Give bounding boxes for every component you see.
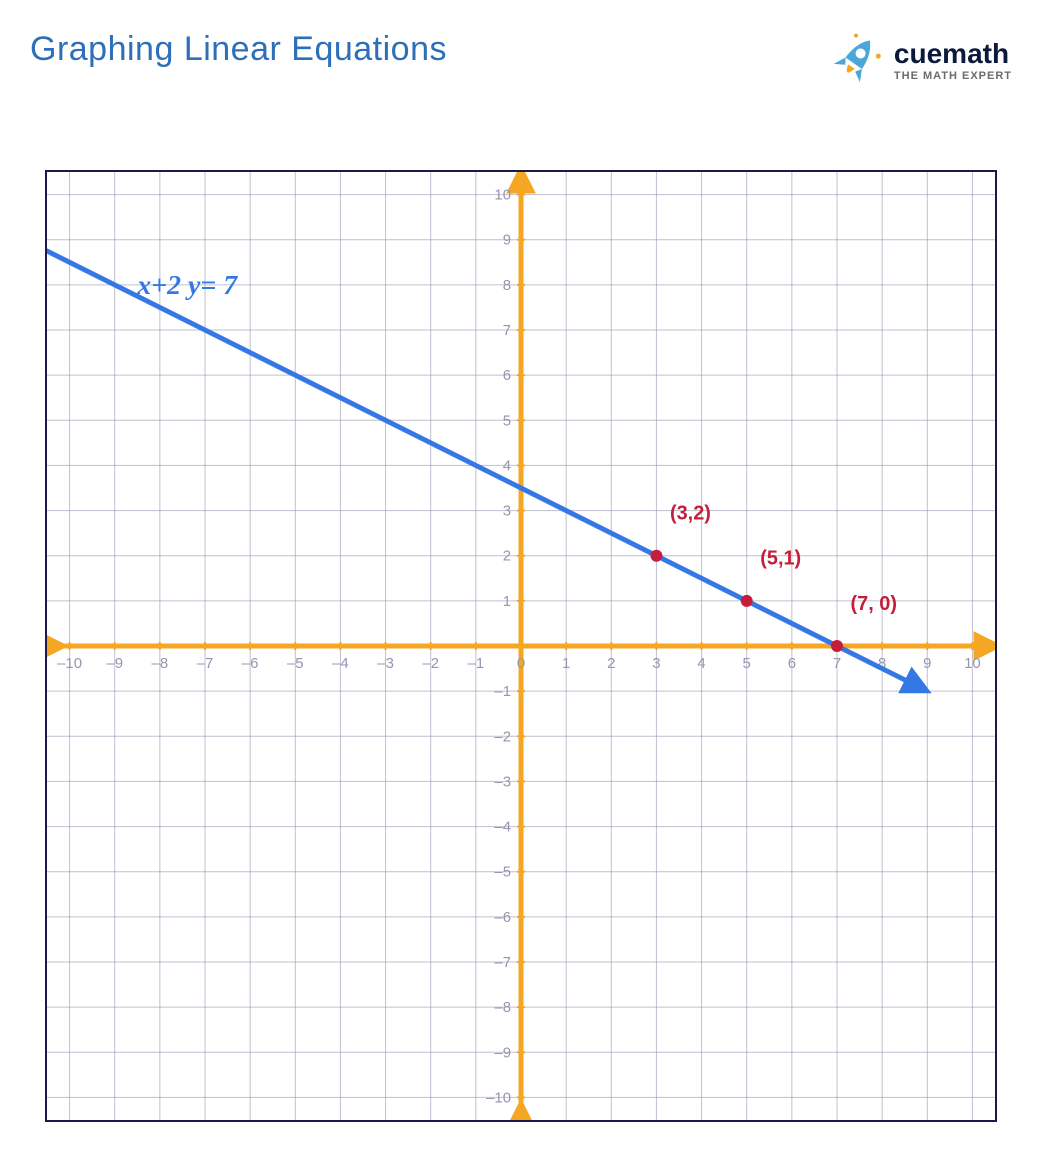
points: (3,2) (5,1) (7, 0)	[650, 503, 897, 652]
x-tick-label: 5	[743, 655, 751, 672]
rocket-icon	[826, 30, 886, 90]
logo-text: cuemath THE MATH EXPERT	[894, 38, 1012, 82]
y-tick-label: 10	[494, 187, 511, 204]
x-tick-label: –9	[106, 655, 123, 672]
x-tick-label: –4	[332, 655, 349, 672]
y-tick-label: –1	[494, 683, 511, 700]
y-tick-label: 2	[503, 548, 511, 565]
equation-label: x+2 y= 7	[136, 270, 238, 301]
y-tick-label: –10	[486, 1089, 511, 1106]
x-tick-label: 2	[607, 655, 615, 672]
x-tick-label: 3	[652, 655, 660, 672]
point-label: (5,1)	[760, 548, 801, 570]
x-tick-label: –5	[287, 655, 304, 672]
y-tick-label: 1	[503, 593, 511, 610]
y-tick-label: –3	[494, 773, 511, 790]
x-tick-label: 4	[697, 655, 705, 672]
y-tick-label: –9	[494, 1044, 511, 1061]
y-tick-label: 8	[503, 277, 511, 294]
x-tick-label: 6	[788, 655, 796, 672]
chart: –10–9–8–7–6–5–4–3–2–1012345678910–10–9–8…	[45, 170, 997, 1122]
chart-svg: –10–9–8–7–6–5–4–3–2–1012345678910–10–9–8…	[47, 172, 995, 1120]
x-tick-label: –10	[57, 655, 82, 672]
y-tick-label: 7	[503, 322, 511, 339]
point-label: (3,2)	[670, 503, 711, 525]
y-tick-label: 4	[503, 457, 511, 474]
page-title: Graphing Linear Equations	[30, 30, 447, 69]
data-point	[650, 550, 662, 562]
y-tick-label: –5	[494, 864, 511, 881]
y-tick-label: –2	[494, 728, 511, 745]
logo-brand: cuemath	[894, 38, 1012, 70]
x-tick-label: 7	[833, 655, 841, 672]
y-tick-label: 5	[503, 412, 511, 429]
y-tick-label: –6	[494, 909, 511, 926]
y-tick-label: –7	[494, 954, 511, 971]
data-point	[741, 595, 753, 607]
x-tick-label: –8	[152, 655, 169, 672]
x-tick-label: –2	[422, 655, 439, 672]
x-tick-label: –3	[377, 655, 394, 672]
y-tick-label: 6	[503, 367, 511, 384]
x-tick-label: 0	[517, 655, 525, 672]
y-tick-label: –4	[494, 819, 511, 836]
x-tick-label: –7	[197, 655, 214, 672]
y-tick-label: 3	[503, 503, 511, 520]
y-tick-label: 9	[503, 232, 511, 249]
y-tick-label: –8	[494, 999, 511, 1016]
x-tick-label: 10	[964, 655, 981, 672]
x-tick-label: 9	[923, 655, 931, 672]
x-tick-label: –6	[242, 655, 259, 672]
x-tick-label: 1	[562, 655, 570, 672]
point-label: (7, 0)	[851, 593, 897, 615]
brand-logo: cuemath THE MATH EXPERT	[826, 30, 1012, 90]
data-point	[831, 640, 843, 652]
x-tick-label: –1	[468, 655, 485, 672]
header: Graphing Linear Equations cuemath THE MA…	[30, 30, 1012, 90]
logo-tagline: THE MATH EXPERT	[894, 70, 1012, 82]
